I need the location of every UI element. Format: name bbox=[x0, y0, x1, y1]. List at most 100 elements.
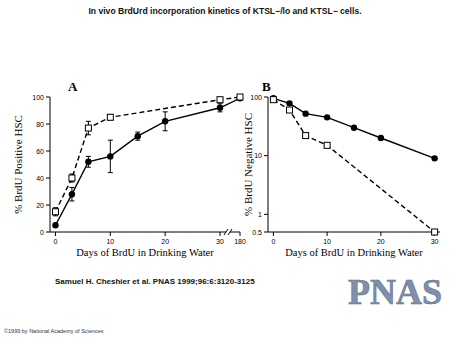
point bbox=[286, 100, 292, 106]
y-tick bbox=[46, 232, 50, 233]
error-bar bbox=[86, 156, 91, 167]
y-tick bbox=[264, 214, 268, 215]
citation: Samuel H. Cheshier et al. PNAS 1999;96:6… bbox=[55, 277, 255, 286]
y-tick-label: 1 bbox=[258, 211, 262, 218]
x-tick bbox=[273, 232, 274, 236]
point bbox=[287, 107, 293, 113]
panel-label: B bbox=[262, 79, 271, 94]
point bbox=[303, 133, 309, 139]
markers bbox=[52, 94, 243, 228]
y-tick-label: 10 bbox=[254, 152, 262, 159]
y-tick-label: 80 bbox=[36, 121, 44, 128]
point bbox=[135, 133, 141, 139]
x-tick-label: 0 bbox=[271, 238, 275, 245]
markers bbox=[270, 95, 438, 235]
series-line bbox=[273, 98, 434, 158]
point bbox=[107, 114, 113, 120]
chart-B: 0.5 1 10 100 0 10 20 30 B Days of BrdU in Drinkin… bbox=[242, 79, 440, 258]
point bbox=[351, 124, 357, 130]
y-tick bbox=[264, 155, 268, 156]
x-tick bbox=[55, 232, 56, 236]
point bbox=[107, 153, 113, 159]
point bbox=[302, 110, 308, 116]
x-tick bbox=[240, 232, 241, 236]
point bbox=[69, 191, 75, 197]
x-tick-label: 10 bbox=[106, 238, 114, 245]
title: In vivo BrdUrd incorporation kinetics of… bbox=[88, 6, 361, 16]
x-axis-line bbox=[230, 232, 240, 233]
y-tick-label: 40 bbox=[36, 175, 44, 182]
x-tick-label: 30 bbox=[431, 238, 439, 245]
x-axis-label: Days of BrdU in Drinking Water bbox=[285, 247, 423, 258]
x-tick bbox=[110, 232, 111, 236]
point bbox=[217, 105, 223, 111]
point bbox=[85, 125, 91, 131]
axis-break bbox=[228, 229, 232, 235]
point bbox=[431, 155, 437, 161]
point bbox=[324, 142, 330, 148]
y-tick bbox=[46, 151, 50, 152]
y-axis-label: % BrdU Positive HSC bbox=[12, 115, 24, 214]
x-tick-label: 10 bbox=[323, 238, 331, 245]
y-tick bbox=[46, 124, 50, 125]
error-bar bbox=[86, 121, 91, 135]
axis-break bbox=[224, 229, 228, 235]
y-tick bbox=[264, 232, 268, 233]
point bbox=[378, 135, 384, 141]
x-tick-label: 20 bbox=[161, 238, 169, 245]
x-axis-label: Days of BrdU in Drinking Water bbox=[76, 247, 214, 258]
error-bar bbox=[53, 208, 58, 216]
slide: In vivo BrdUrd incorporation kinetics of… bbox=[0, 0, 450, 338]
copyright: ©1999 by National Academy of Sciences bbox=[4, 328, 104, 334]
point bbox=[85, 159, 91, 165]
error-bar bbox=[218, 104, 223, 112]
x-tick-label: 0 bbox=[54, 238, 58, 245]
x-tick-label: 180 bbox=[234, 238, 246, 245]
y-axis-line bbox=[50, 97, 51, 232]
x-tick bbox=[165, 232, 166, 236]
point bbox=[162, 118, 168, 124]
panel-label: A bbox=[68, 79, 78, 94]
point bbox=[432, 229, 438, 235]
series-line bbox=[55, 97, 240, 212]
point bbox=[52, 209, 58, 215]
point bbox=[237, 94, 243, 100]
y-tick-label: 0 bbox=[40, 229, 44, 236]
x-tick-label: 20 bbox=[377, 238, 385, 245]
series-line bbox=[55, 98, 240, 225]
y-tick-label: 20 bbox=[36, 202, 44, 209]
x-tick bbox=[380, 232, 381, 236]
point bbox=[217, 97, 223, 103]
lines bbox=[55, 97, 240, 225]
y-tick-label: 100 bbox=[32, 94, 44, 101]
y-tick bbox=[264, 97, 268, 98]
y-tick-label: 0.5 bbox=[252, 229, 262, 236]
x-axis-line bbox=[268, 232, 440, 233]
y-tick bbox=[46, 205, 50, 206]
lines bbox=[273, 98, 434, 232]
y-tick bbox=[46, 178, 50, 179]
error-bar bbox=[69, 187, 74, 201]
logo: PNAS bbox=[348, 272, 442, 312]
y-axis-line bbox=[268, 97, 269, 232]
y-axis-label: % BrdU Negative HSC bbox=[242, 113, 254, 216]
error-bar bbox=[108, 115, 113, 120]
x-axis-line bbox=[50, 232, 226, 233]
error-bar bbox=[108, 140, 113, 172]
y-tick bbox=[46, 97, 50, 98]
background bbox=[0, 0, 450, 338]
series-line bbox=[273, 100, 434, 232]
point bbox=[52, 222, 58, 228]
error-bar bbox=[163, 112, 168, 131]
x-tick bbox=[220, 232, 221, 236]
y-tick-label: 60 bbox=[36, 148, 44, 155]
error-bar bbox=[135, 132, 140, 140]
point bbox=[270, 97, 276, 103]
error-bar bbox=[69, 174, 74, 182]
chart-A: 0 20 40 60 80 100 0 10 20 30 180 A Days of BrdU in D… bbox=[12, 79, 246, 258]
point bbox=[324, 114, 330, 120]
x-tick bbox=[327, 232, 328, 236]
y-tick-label: 100 bbox=[250, 94, 262, 101]
x-tick-label: 30 bbox=[216, 238, 224, 245]
point bbox=[69, 175, 75, 181]
